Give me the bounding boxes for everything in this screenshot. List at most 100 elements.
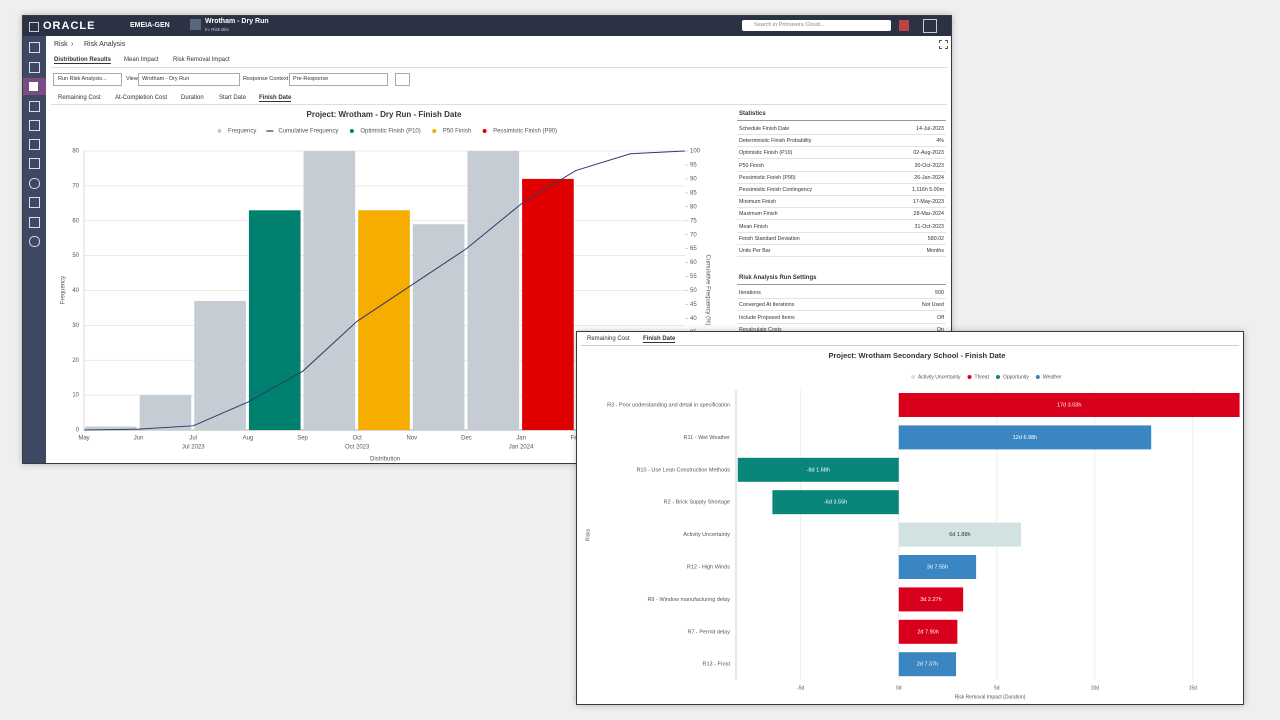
legend-label: Frequency (228, 129, 256, 135)
bar (467, 151, 520, 430)
stat-value: On (936, 326, 944, 333)
nav-icon[interactable] (29, 217, 40, 228)
y2-axis-title: Cumulative Frequency (%) (704, 254, 710, 325)
tab[interactable]: Distribution Results (54, 57, 112, 64)
stat-value: 31-Oct-2023 (914, 223, 944, 230)
apps-icon[interactable] (29, 22, 39, 32)
subtab[interactable]: At-Completion Cost (115, 95, 168, 101)
stat-row: Finish Standard Deviation 580.02 (737, 233, 946, 245)
notifications[interactable] (923, 19, 937, 33)
value-label: -8d 1.68h (807, 467, 830, 473)
tab[interactable]: Mean Impact (124, 57, 159, 63)
y-tick-label: 30 (72, 323, 79, 329)
stat-value: 02-Aug-2023 (913, 150, 944, 157)
x-tick-label: 10d (1091, 685, 1100, 691)
subtab[interactable]: Start Date (219, 95, 247, 101)
y2-tick-label: 40 (690, 316, 697, 322)
stat-label: Recalculate Costs (739, 326, 782, 333)
expand-icon[interactable] (939, 40, 948, 49)
nav-icon[interactable] (29, 62, 40, 73)
y2-tick-label: 100 (690, 149, 701, 155)
stat-label: Minimum Finish (739, 199, 777, 206)
breadcrumb: Risk Analysis (84, 41, 126, 48)
x-tick-label: May (78, 436, 89, 442)
x-tick-label: 5d (994, 685, 1000, 691)
breadcrumb[interactable]: Risk (54, 41, 68, 48)
y2-tick-label: 80 (690, 204, 697, 210)
stat-label: Deterministic Finish Probability (739, 138, 812, 145)
workspace[interactable]: EMEIA-GEN (130, 22, 170, 29)
y2-tick-label: 70 (690, 232, 697, 238)
tab[interactable]: Risk Removal Impact (173, 57, 230, 63)
x-tick-label: Sep (297, 436, 308, 442)
nav-icon[interactable] (29, 82, 38, 91)
project-name[interactable]: Wrotham - Dry Run (205, 18, 269, 25)
breadcrumb-separator: › (71, 41, 74, 48)
stat-row: Schedule Finish Date 14-Jul-2023 (737, 123, 946, 135)
search-box[interactable] (742, 20, 891, 31)
nav-icon[interactable] (29, 101, 40, 112)
stat-label: Finish Standard Deviation (739, 235, 800, 242)
subtab[interactable]: Finish Date (259, 95, 292, 102)
run-label: Run Risk Analysis... (58, 76, 107, 82)
y-axis-title: Frequency (61, 276, 67, 304)
stat-row: Units Per Bar Months (737, 245, 946, 257)
tab[interactable]: Remaining Cost (587, 336, 630, 342)
nav-icon[interactable] (29, 120, 40, 131)
stat-label: Converged At Iterations (739, 302, 795, 309)
y-tick-label: R10 - Use Lean Construction Methods (636, 467, 730, 473)
nav-icon[interactable] (29, 42, 40, 53)
y-tick-label: R3 - Poor understanding and detail in sp… (607, 402, 730, 408)
y-tick-label: R9 - Window manufacturing delay (647, 597, 730, 603)
view-select[interactable] (138, 73, 240, 86)
logo: ORACLE (43, 20, 96, 32)
stat-row: Minimum Finish 17-May-2023 (737, 196, 946, 209)
bar (898, 555, 977, 579)
y-tick-label: 40 (72, 288, 79, 294)
nav-icon[interactable] (29, 236, 40, 247)
view-value: Wrotham - Dry Run (142, 76, 190, 82)
run-button[interactable] (53, 73, 122, 86)
nav-icon[interactable] (29, 197, 40, 208)
stat-row: Converged At Iterations Not Used (737, 299, 946, 312)
avatar[interactable] (899, 20, 909, 31)
tab[interactable]: Finish Date (643, 336, 676, 343)
y-tick-label: 60 (72, 218, 79, 224)
stat-value: Off (937, 314, 944, 321)
y-tick-label: 70 (72, 183, 79, 189)
bar (85, 426, 137, 430)
x-tick-label: Dec (461, 436, 472, 442)
section-title: Risk Analysis Run Settings (739, 275, 817, 282)
nav-icon[interactable] (29, 158, 40, 169)
stat-row: Pessimistic Finish (P90) 26-Jan-2024 (737, 172, 946, 184)
legend-label: Optimistic Finish (P10) (360, 129, 420, 135)
legend-label: Cumulative Frequency (278, 129, 338, 135)
nav-icon[interactable] (29, 178, 40, 189)
bar (412, 224, 465, 430)
subtab[interactable]: Duration (181, 95, 204, 101)
x-year-label: Jan 2024 (509, 445, 534, 451)
legend-label: Pessimistic Finish (P90) (493, 129, 557, 135)
y-tick-label: 20 (72, 358, 79, 364)
x-tick-label: Oct (353, 436, 363, 442)
stat-row: Pessimistic Finish Contingency 1,116h 5.0… (737, 184, 946, 196)
bar (303, 151, 356, 430)
section-rule (737, 284, 946, 286)
context-select[interactable] (289, 73, 388, 86)
print-button[interactable] (395, 73, 410, 86)
stat-value: 1,116h 5.00m (911, 187, 944, 193)
legend-marker (217, 129, 222, 133)
stat-row: Maximum Finish 28-Mar-2024 (737, 208, 946, 221)
subtab[interactable]: Remaining Cost (58, 95, 101, 101)
value-label: 2d 7.37h (917, 662, 938, 668)
stat-value: 26-Jan-2024 (914, 174, 944, 181)
y-axis-title: Risks (585, 528, 591, 541)
statistics-panel: Statistics Schedule Finish Date 14-Jul-202… (737, 111, 946, 336)
y2-tick-label: 90 (690, 176, 697, 182)
stat-label: Pessimistic Finish (P90) (739, 174, 796, 181)
nav-icon[interactable] (29, 139, 40, 150)
stat-label: Pessimistic Finish Contingency (739, 187, 813, 193)
y-tick-label: 10 (72, 393, 79, 399)
y2-tick-label: 60 (690, 260, 697, 266)
